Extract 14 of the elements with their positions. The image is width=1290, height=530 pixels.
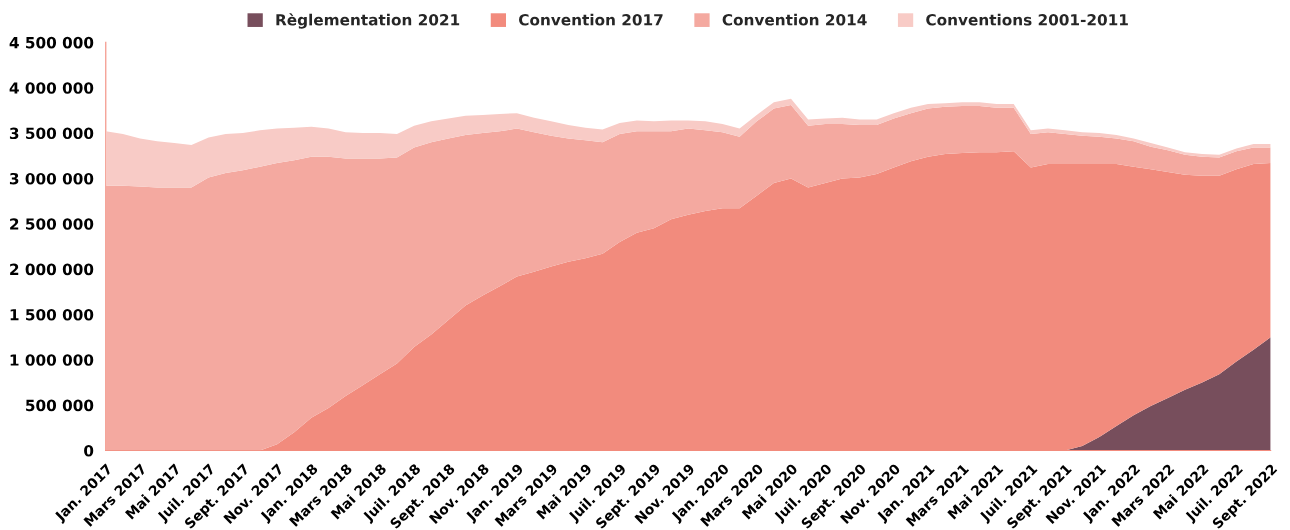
y-tick-label: 2 000 000 — [10, 263, 94, 276]
legend-label: Convention 2014 — [722, 13, 867, 26]
y-tick-label: 3 000 000 — [9, 172, 94, 185]
y-tick-label: 3 500 000 — [9, 127, 94, 140]
legend-label: Règlementation 2021 — [276, 13, 460, 29]
y-tick-label: 4 500 000 — [9, 36, 94, 49]
y-tick-label: 4 000 000 — [9, 82, 94, 94]
y-tick-label: 1 000 000 — [10, 354, 94, 366]
y-tick-label: 2 500 000 — [10, 218, 94, 230]
y-tick-label: 0 — [84, 444, 94, 457]
legend-label: Conventions 2001-2011 — [926, 13, 1128, 26]
y-tick-label: 500 000 — [26, 399, 94, 412]
y-tick-label: 1 500 000 — [10, 308, 94, 321]
legend-label: Convention 2017 — [519, 13, 663, 26]
